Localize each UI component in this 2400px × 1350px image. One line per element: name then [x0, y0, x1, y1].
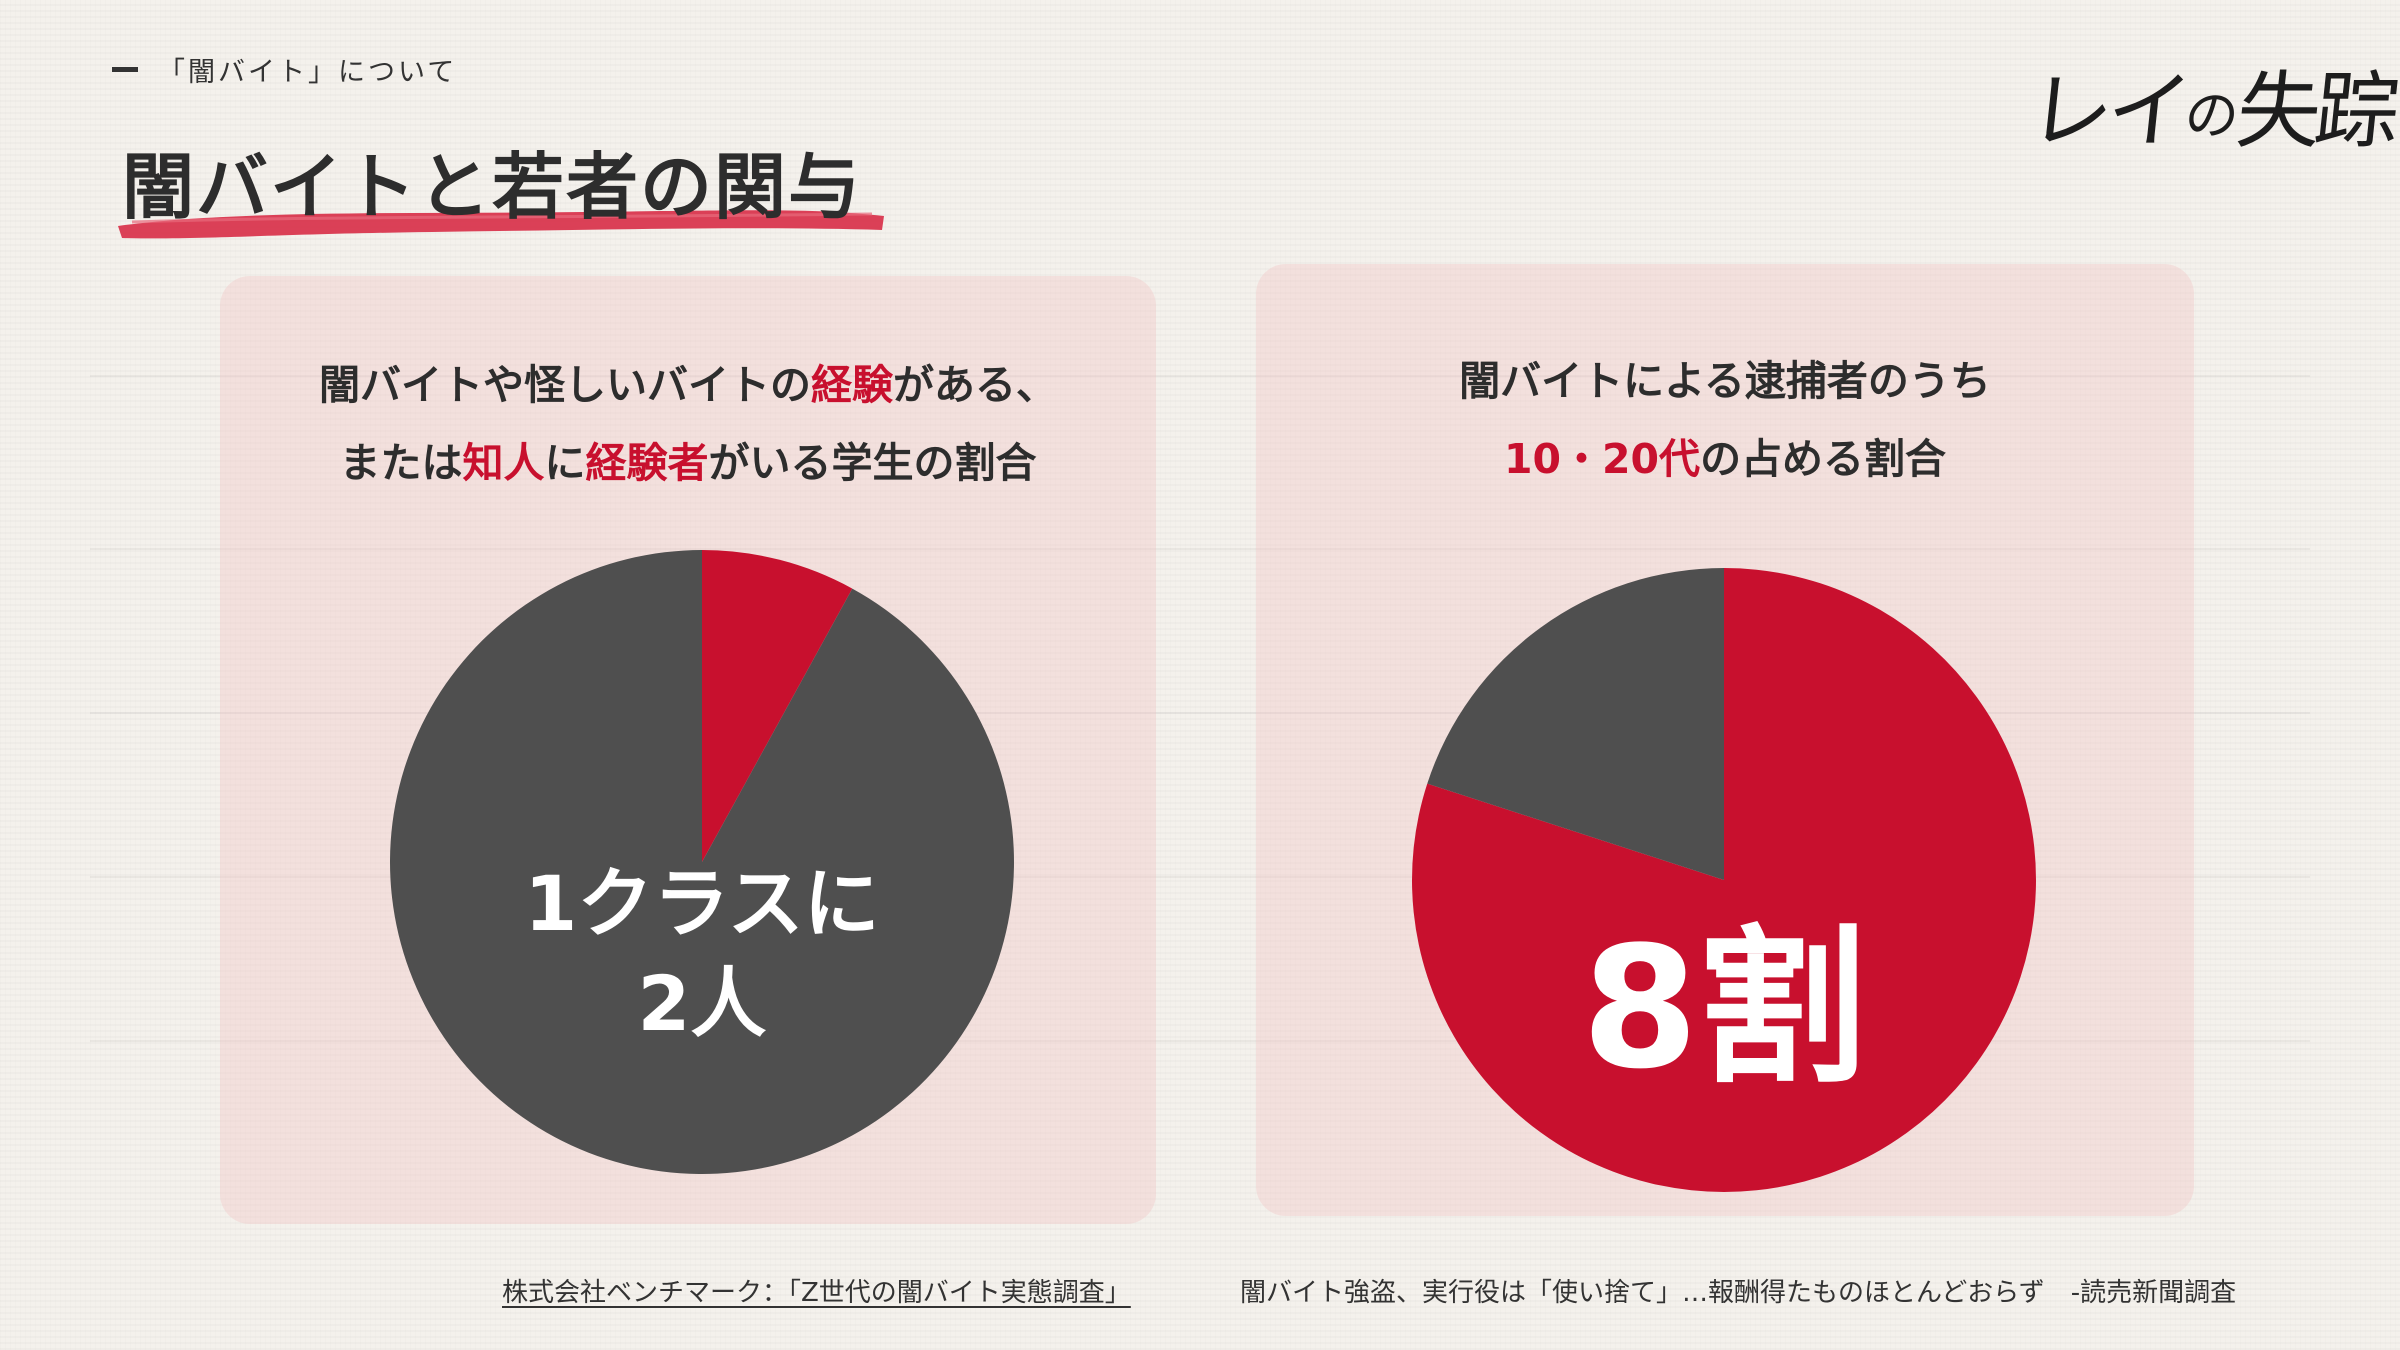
source-citation-left[interactable]: 株式会社ベンチマーク：「Z世代の闇バイト実態調査」 — [502, 1278, 1131, 1308]
pie-slice-remainder — [389, 550, 1014, 1174]
title-brush-underline — [118, 210, 884, 239]
pie-slice-highlight — [1411, 568, 2036, 1193]
caption-text: に — [544, 439, 586, 487]
ruled-line — [90, 712, 2310, 714]
ruled-line — [90, 1040, 2310, 1042]
page-title: 闇バイトと若者の関与 — [122, 145, 863, 229]
caption-highlight: 経験者 — [585, 439, 709, 487]
pie-slice-highlight — [702, 550, 853, 862]
caption-highlight: 知人 — [462, 439, 545, 487]
caption-highlight: 10・20代 — [1503, 435, 1701, 483]
ruled-line — [90, 876, 2310, 878]
caption-text: 闇バイトや怪しいバイトの — [319, 361, 811, 409]
pie-overlay-label: 8割 — [1582, 910, 1867, 1106]
caption-text: がいる学生の割合 — [708, 439, 1037, 487]
caption-text: がある、 — [893, 361, 1057, 409]
pie-overlay-label: 2人 — [638, 959, 767, 1048]
ruled-line — [90, 548, 2310, 550]
dash-icon — [112, 67, 138, 72]
pie-slice-remainder — [1427, 568, 1724, 880]
panel-caption-right: 闇バイトによる逮捕者のうち 10・20代の占める割合 — [1256, 342, 2194, 498]
source-citation-right: 闇バイト強盗、実行役は「使い捨て」…報酬得たものほとんどおらず -読売新聞調査 — [1240, 1278, 2237, 1308]
ruled-line — [90, 375, 2310, 377]
section-label-text: 「闇バイト」について — [158, 57, 458, 88]
pie-overlay-label: 1クラスに — [524, 859, 879, 948]
section-label: 「闇バイト」について — [112, 50, 457, 89]
caption-highlight: 経験 — [811, 361, 893, 409]
caption-text: 闇バイトによる逮捕者のうち — [1459, 357, 1991, 405]
caption-text: の占める割合 — [1700, 435, 1947, 483]
panel-caption-left: 闇バイトや怪しいバイトの経験がある、または知人に経験者がいる学生の割合 — [220, 346, 1156, 502]
caption-text: または — [339, 439, 463, 487]
